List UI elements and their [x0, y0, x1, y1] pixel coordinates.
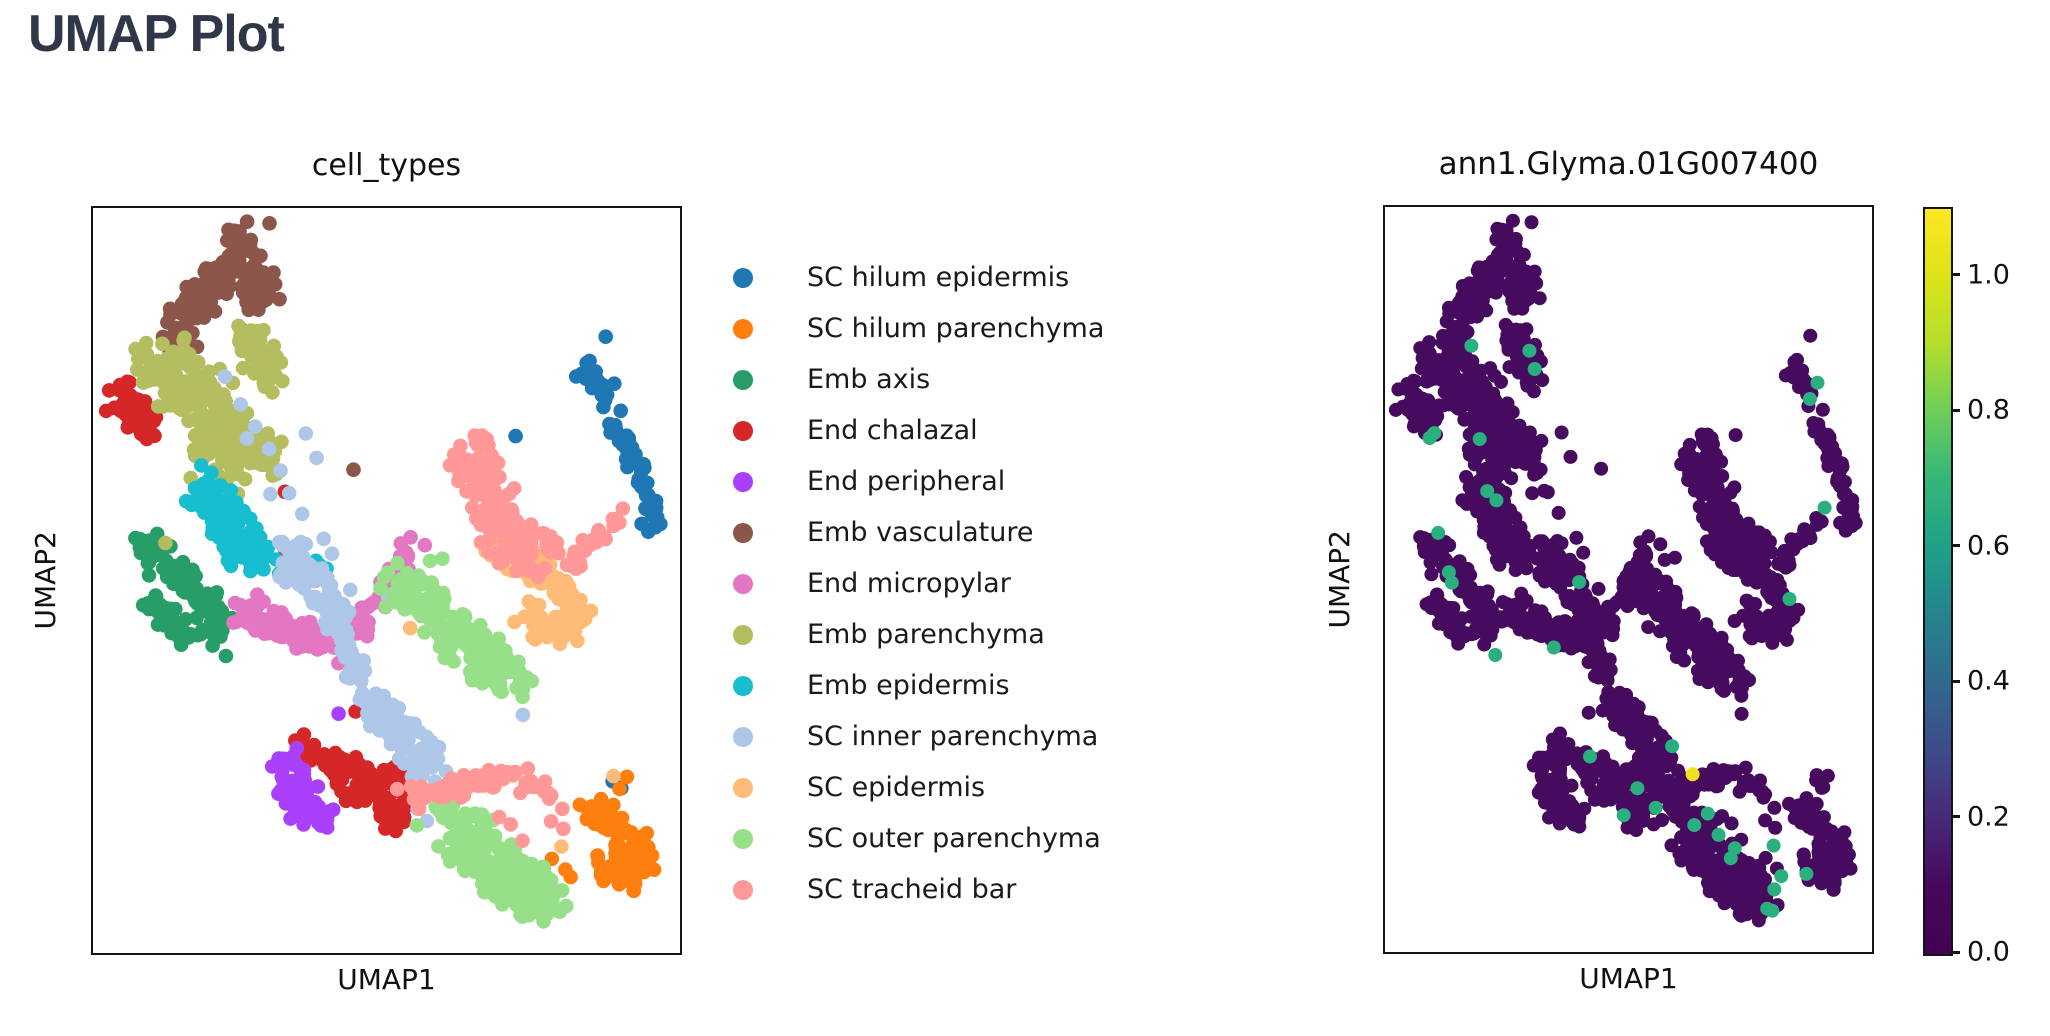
legend-item: End chalazal [733, 405, 1104, 456]
legend-item: SC epidermis [733, 762, 1104, 813]
colorbar-tick-label: 0.0 [1967, 936, 2010, 968]
legend-dot-sc-hilum-epidermis [733, 267, 753, 288]
legend-item: Emb epidermis [733, 660, 1104, 711]
legend-item: SC inner parenchyma [733, 711, 1104, 762]
legend-dot-sc-outer-parenchyma [733, 828, 753, 849]
legend-label: SC epidermis [807, 772, 986, 803]
legend-dot-sc-inner-parenchyma [733, 726, 753, 747]
colorbar-tick [1951, 679, 1960, 683]
legend-dot-sc-tracheid-bar [733, 879, 753, 900]
left-umap-plot [91, 206, 682, 955]
right-umap-plot [1383, 205, 1874, 954]
legend-dot-end-peripheral [733, 471, 753, 492]
legend-item: SC hilum parenchyma [733, 303, 1104, 354]
colorbar-tick-label: 0.8 [1967, 394, 2010, 426]
legend-item: SC hilum epidermis [733, 252, 1104, 303]
legend-dot-emb-epidermis [733, 675, 753, 696]
page-title: UMAP Plot [28, 5, 285, 63]
right-yaxis-label-text: UMAP2 [1322, 530, 1356, 629]
legend-label: End peripheral [807, 466, 1006, 497]
legend-item: End peripheral [733, 456, 1104, 507]
colorbar-tick [1951, 815, 1960, 819]
legend-label: End chalazal [807, 415, 978, 446]
legend-label: Emb epidermis [807, 670, 1010, 701]
right-xaxis-label: UMAP1 [1579, 962, 1678, 995]
colorbar-tick [1951, 544, 1960, 548]
umap-scatter-gene-expression [1388, 213, 1863, 928]
colorbar-tick-label: 0.6 [1967, 530, 2010, 562]
legend-item: Emb vasculature [733, 507, 1104, 558]
legend-label: End micropylar [807, 568, 1011, 599]
right-plot-title: ann1.Glyma.01G007400 [1438, 146, 1819, 182]
colorbar-tick-label: 1.0 [1967, 259, 2010, 291]
legend-item: Emb axis [733, 354, 1104, 405]
legend-dot-end-chalazal [733, 420, 753, 441]
umap-scatter-celltypes [98, 214, 668, 929]
legend-dot-emb-parenchyma [733, 624, 753, 645]
legend-dot-sc-epidermis [733, 777, 753, 798]
legend-dot-sc-hilum-parenchyma [733, 318, 753, 339]
left-yaxis-label-text: UMAP2 [28, 531, 62, 630]
left-plot-title: cell_types [311, 148, 462, 183]
legend-label: Emb vasculature [807, 517, 1034, 548]
left-yaxis-label: UMAP2 [22, 208, 68, 953]
colorbar-tick [1951, 273, 1960, 277]
right-yaxis-label: UMAP2 [1316, 207, 1362, 952]
colorbar-tick-label: 0.4 [1967, 665, 2010, 697]
legend-dot-emb-axis [733, 369, 753, 390]
legend-label: Emb axis [807, 364, 931, 395]
celltype-legend: SC hilum epidermis SC hilum parenchyma E… [733, 252, 1104, 915]
legend-label: SC inner parenchyma [807, 721, 1099, 752]
legend-label: Emb parenchyma [807, 619, 1045, 650]
left-xaxis-label: UMAP1 [337, 963, 436, 996]
legend-item: SC outer parenchyma [733, 813, 1104, 864]
legend-item: Emb parenchyma [733, 609, 1104, 660]
legend-item: End micropylar [733, 558, 1104, 609]
legend-label: SC tracheid bar [807, 874, 1017, 905]
expression-colorbar [1923, 207, 1953, 956]
colorbar-tick [1951, 408, 1960, 412]
colorbar-tick [1951, 950, 1960, 954]
legend-dot-emb-vasculature [733, 522, 753, 543]
legend-label: SC outer parenchyma [807, 823, 1101, 854]
legend-dot-end-micropylar [733, 573, 753, 594]
legend-label: SC hilum parenchyma [807, 313, 1105, 344]
legend-item: SC tracheid bar [733, 864, 1104, 915]
colorbar-tick-label: 0.2 [1967, 801, 2010, 833]
legend-label: SC hilum epidermis [807, 262, 1070, 293]
